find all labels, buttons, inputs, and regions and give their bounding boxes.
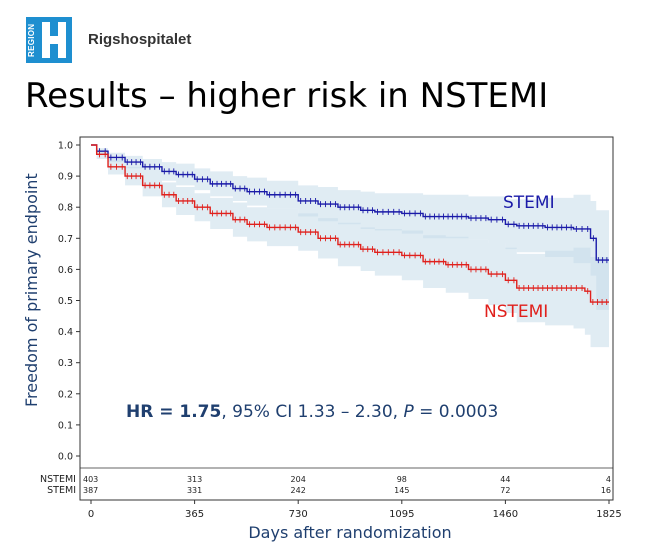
x-tick-label: 1095 bbox=[389, 509, 414, 520]
hazard-ratio-annotation: HR = 1.75, 95% CI 1.33 – 2.30, P = 0.000… bbox=[126, 402, 498, 422]
y-axis-label: Freedom of primary endpoint bbox=[22, 173, 41, 407]
hr-label: HR = 1.75 bbox=[126, 402, 222, 422]
y-tick-label: 0.4 bbox=[58, 327, 73, 338]
risk-value: 387 bbox=[83, 486, 98, 495]
risk-value: 98 bbox=[397, 475, 407, 484]
risk-value: 16 bbox=[601, 486, 611, 495]
y-tick-label: 0.3 bbox=[58, 358, 73, 369]
y-tick-label: 0.5 bbox=[58, 296, 73, 307]
x-axis-label: Days after randomization bbox=[248, 523, 452, 542]
logo-h-icon bbox=[42, 22, 66, 58]
y-tick-label: 0.8 bbox=[58, 203, 73, 214]
risk-value: 145 bbox=[394, 486, 409, 495]
y-tick-label: 0.7 bbox=[58, 234, 73, 245]
y-tick-label: 0.6 bbox=[58, 265, 73, 276]
plot-frame bbox=[79, 136, 614, 501]
risk-value: 72 bbox=[500, 486, 510, 495]
nstemi-label: NSTEMI bbox=[484, 302, 549, 322]
series-line-nstemi bbox=[91, 144, 609, 303]
risk-value: 204 bbox=[291, 475, 306, 484]
x-tick-label: 365 bbox=[185, 509, 204, 520]
ci-text: , 95% CI 1.33 – 2.30, bbox=[221, 402, 404, 422]
x-tick-label: 1825 bbox=[596, 509, 621, 520]
y-tick-label: 1.0 bbox=[58, 141, 73, 152]
risk-value: 242 bbox=[291, 486, 306, 495]
p-symbol: P bbox=[403, 402, 414, 422]
risk-row-label: STEMI bbox=[47, 485, 76, 496]
p-value: = 0.0003 bbox=[413, 402, 499, 422]
stemi-label: STEMI bbox=[503, 193, 555, 213]
risk-value: 44 bbox=[500, 475, 510, 484]
censor-marks-stemi bbox=[99, 148, 608, 264]
risk-value: 331 bbox=[187, 486, 202, 495]
ci-band-stemi bbox=[91, 145, 609, 310]
hospital-name: Rigshospitalet bbox=[88, 31, 192, 48]
risk-value: 403 bbox=[83, 475, 98, 484]
y-tick-label: 0.2 bbox=[58, 389, 73, 400]
censor-marks-nstemi bbox=[99, 151, 608, 306]
slide-title: Results – higher risk in NSTEMI bbox=[25, 76, 549, 116]
region-logo: REGION bbox=[26, 17, 72, 63]
y-tick-label: 0.1 bbox=[58, 420, 73, 431]
y-tick-label: 0.9 bbox=[58, 172, 73, 183]
risk-value: 313 bbox=[187, 475, 202, 484]
series-line-stemi bbox=[91, 144, 609, 261]
y-tick-label: 0.0 bbox=[58, 452, 73, 463]
risk-row-label: NSTEMI bbox=[40, 474, 76, 485]
risk-value: 4 bbox=[606, 475, 611, 484]
x-tick-label: 1460 bbox=[493, 509, 518, 520]
ci-band-nstemi bbox=[91, 145, 609, 348]
x-tick-label: 730 bbox=[289, 509, 308, 520]
x-tick-label: 0 bbox=[88, 509, 94, 520]
